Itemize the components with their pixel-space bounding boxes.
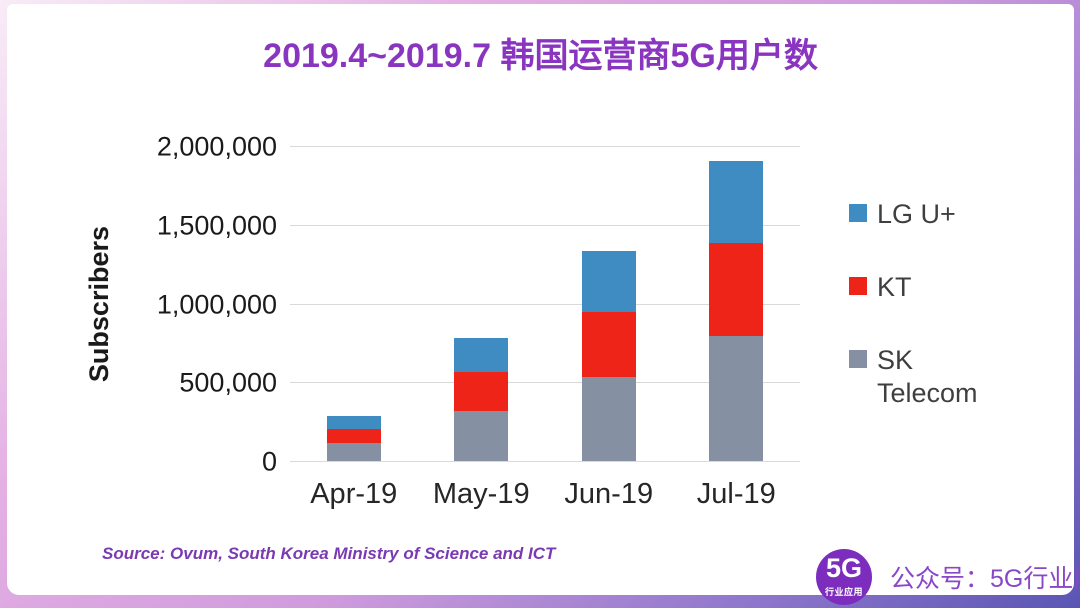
- bar-segment-sk-telecom: [581, 376, 636, 461]
- y-tick-label: 500,000: [179, 367, 277, 398]
- source-note: Source: Ovum, South Korea Ministry of Sc…: [102, 544, 556, 563]
- legend-label: KT: [877, 272, 912, 302]
- plot-area: [290, 146, 800, 462]
- y-tick-label: 1,500,000: [156, 210, 277, 241]
- chart-title: 2019.4~2019.7 韩国运营商5G用户数: [263, 37, 818, 75]
- bar-segment-kt: [454, 372, 509, 411]
- legend-swatch: [849, 350, 867, 368]
- legend: LG U+ KT SK Telecom: [849, 198, 1009, 450]
- legend-item-sk-telecom: SK Telecom: [849, 344, 1009, 410]
- legend-swatch: [849, 277, 867, 295]
- gridline: [290, 224, 800, 226]
- bar-segment-kt: [326, 428, 381, 443]
- y-axis-title-text: Subscribers: [83, 226, 114, 383]
- y-tick-label: 1,000,000: [156, 289, 277, 319]
- gridline: [290, 382, 800, 384]
- y-axis-ticks: 0 500,000 1,000,000 1,500,000 2,000,000: [117, 132, 277, 477]
- bar-segment-kt: [581, 312, 636, 377]
- gridline: [290, 146, 800, 147]
- bars-layer: [290, 146, 800, 461]
- bar-segment-lg-u+: [454, 338, 509, 373]
- bar-segment-sk-telecom: [709, 335, 764, 461]
- bar-segment-lg-u+: [326, 416, 381, 429]
- legend-label: LG U+: [877, 199, 956, 229]
- logo-5g-text: 5G: [825, 553, 863, 583]
- bar-Jun-19: [581, 250, 636, 461]
- bar-May-19: [454, 338, 509, 461]
- x-axis-labels: Apr-19 May-19 Jun-19 Jul-19: [290, 478, 800, 514]
- legend-label: SK Telecom: [877, 345, 978, 408]
- bar-segment-lg-u+: [581, 250, 636, 313]
- bar-Jul-19: [709, 160, 764, 461]
- x-tick-label: Jun-19: [564, 478, 654, 510]
- logo-subtext: 行业应用: [824, 587, 863, 597]
- gridline: [290, 303, 800, 305]
- y-tick-label: 0: [261, 446, 277, 477]
- legend-item-kt: KT: [849, 271, 1009, 304]
- legend-swatch: [849, 204, 867, 222]
- bar-Apr-19: [326, 416, 381, 461]
- x-tick-label: Apr-19: [310, 478, 398, 510]
- y-axis-title: Subscribers: [79, 147, 119, 462]
- legend-item-lg-u+: LG U+: [849, 198, 1009, 231]
- bar-segment-sk-telecom: [326, 442, 381, 461]
- bar-segment-sk-telecom: [454, 410, 509, 461]
- x-tick-label: Jul-19: [696, 478, 776, 510]
- y-tick-label: 2,000,000: [156, 131, 277, 162]
- content-panel: 2019.4~2019.7 韩国运营商5G用户数 Subscribers 0 50…: [7, 4, 1080, 605]
- gridline: [290, 461, 800, 462]
- 5g-brand-logo: 5G 行业应用: [816, 549, 872, 605]
- bar-segment-lg-u+: [709, 160, 764, 243]
- bar-segment-kt: [709, 242, 764, 336]
- x-tick-label: May-19: [432, 478, 530, 510]
